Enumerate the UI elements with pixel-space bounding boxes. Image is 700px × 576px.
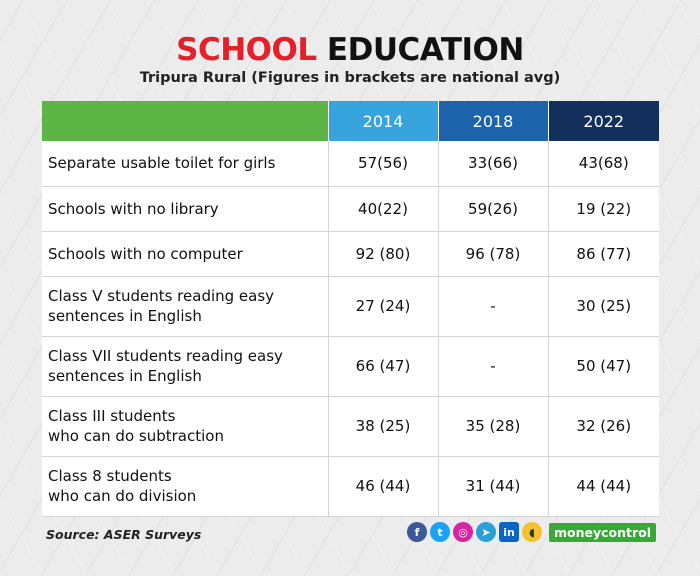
cell-2018: 33(66) xyxy=(438,141,549,187)
table-row: Class V students reading easy sentences i… xyxy=(42,276,659,337)
title-rest: EDUCATION xyxy=(316,32,524,68)
twitter-icon[interactable]: t xyxy=(430,522,450,542)
cell-2022: 43(68) xyxy=(548,141,659,187)
table-row: Class VII students reading easy sentences… xyxy=(42,336,659,397)
table-row: Schools with no library 40(22) 59(26) 19… xyxy=(42,186,659,232)
header-row: 2014 2018 2022 xyxy=(42,101,659,141)
moneycontrol-logo: moneycontrol xyxy=(549,522,657,542)
cell-2014: 40(22) xyxy=(328,186,439,232)
cell-2014: 92 (80) xyxy=(328,231,439,277)
social-bar: f t ◎ ➤ in ◖ moneycontrol xyxy=(407,522,657,542)
cell-2014: 66 (47) xyxy=(328,336,439,397)
telegram-icon[interactable]: ➤ xyxy=(476,522,496,542)
facebook-icon[interactable]: f xyxy=(407,522,427,542)
cell-2014: 57(56) xyxy=(328,141,439,187)
cell-2018: 31 (44) xyxy=(438,456,549,517)
cell-2014: 46 (44) xyxy=(328,456,439,517)
instagram-icon[interactable]: ◎ xyxy=(453,522,473,542)
cell-2014: 27 (24) xyxy=(328,276,439,337)
row-label: Schools with no library xyxy=(42,186,329,232)
table-row: Class 8 students who can do division 46 (… xyxy=(42,456,659,517)
cell-2022: 44 (44) xyxy=(548,456,659,517)
cell-2018: 59(26) xyxy=(438,186,549,232)
cell-2018: - xyxy=(438,336,549,397)
page-title: SCHOOL EDUCATION xyxy=(0,32,700,68)
title-accent: SCHOOL xyxy=(176,32,317,68)
row-label: Class III students who can do subtraction xyxy=(42,396,329,457)
cell-2022: 86 (77) xyxy=(548,231,659,277)
row-label: Class 8 students who can do division xyxy=(42,456,329,517)
subtitle: Tripura Rural (Figures in brackets are n… xyxy=(139,70,561,86)
cell-2022: 19 (22) xyxy=(548,186,659,232)
header-2022: 2022 xyxy=(548,101,659,141)
table-row: Schools with no computer 92 (80) 96 (78)… xyxy=(42,231,659,277)
linkedin-icon[interactable]: in xyxy=(499,522,519,542)
row-label: Class VII students reading easy sentences… xyxy=(42,336,329,397)
row-label: Schools with no computer xyxy=(42,231,329,277)
row-label: Separate usable toilet for girls xyxy=(42,141,329,187)
cell-2022: 32 (26) xyxy=(548,396,659,457)
cell-2022: 30 (25) xyxy=(548,276,659,337)
header-2018: 2018 xyxy=(438,101,549,141)
row-label: Class V students reading easy sentences i… xyxy=(42,276,329,337)
cell-2022: 50 (47) xyxy=(548,336,659,397)
koo-icon[interactable]: ◖ xyxy=(522,522,542,542)
table-row: Separate usable toilet for girls 57(56) … xyxy=(42,141,659,187)
header-2014: 2014 xyxy=(328,101,439,141)
source-note: Source: ASER Surveys xyxy=(46,527,202,542)
cell-2018: 96 (78) xyxy=(438,231,549,277)
header-label xyxy=(42,101,329,141)
data-table: 2014 2018 2022 Separate usable toilet fo… xyxy=(42,101,659,517)
cell-2018: - xyxy=(438,276,549,337)
cell-2014: 38 (25) xyxy=(328,396,439,457)
table-row: Class III students who can do subtraction… xyxy=(42,396,659,457)
cell-2018: 35 (28) xyxy=(438,396,549,457)
